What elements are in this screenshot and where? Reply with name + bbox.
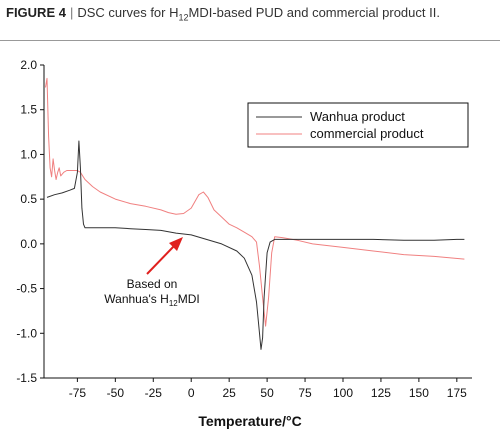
chart-ticks: 2.0 1.5 1.0 0.5 0.0 -0.5 -1.0 -1.5 -75 -50 -25 0 25 5… (16, 58, 467, 400)
y-tick-label: -1.5 (16, 371, 37, 385)
chart-legend: Wanhua product commercial product (247, 102, 469, 148)
legend-label-wanhua: Wanhua product (310, 109, 405, 124)
chart-annotation: Based on Wanhua's H12MDI (104, 237, 200, 308)
x-tick-label: 175 (447, 386, 467, 400)
x-tick-label: 0 (188, 386, 195, 400)
x-tick-label: -25 (145, 386, 163, 400)
annotation-arrow (146, 244, 176, 275)
x-tick-label: -75 (69, 386, 87, 400)
annotation-line-2: Wanhua's H12MDI (104, 292, 199, 308)
legend-box (247, 102, 469, 148)
figure-caption: FIGURE 4 | DSC curves for H12MDI-based PUD… (6, 5, 494, 29)
y-tick-label: 1.5 (20, 103, 37, 117)
x-tick-label: -50 (107, 386, 125, 400)
legend-label-commercial: commercial product (310, 126, 424, 141)
y-tick-label: 0.5 (20, 192, 37, 206)
x-tick-label: 100 (333, 386, 353, 400)
annotation-line-2-sub: 12 (169, 299, 178, 308)
chart-series-group (45, 77, 465, 350)
series-line-wanhua (46, 140, 465, 350)
x-tick-label: 50 (260, 386, 274, 400)
y-tick-label: -1.0 (16, 326, 37, 340)
figure-label: FIGURE 4 (6, 5, 66, 20)
annotation-line-2-prefix: Wanhua's H (104, 292, 169, 306)
x-tick-label: 75 (298, 386, 312, 400)
caption-text-a: DSC curves for H (77, 5, 179, 20)
caption-text-b: MDI-based PUD and commercial product II. (188, 5, 440, 20)
annotation-arrowhead (169, 237, 183, 251)
y-tick-label: -0.5 (16, 282, 37, 296)
x-tick-label: 150 (409, 386, 429, 400)
caption-separator: | (69, 5, 74, 20)
y-tick-label: 2.0 (20, 58, 37, 72)
y-tick-label: 0.0 (20, 237, 37, 251)
x-tick-label: 25 (222, 386, 236, 400)
caption-subscript: 12 (178, 12, 189, 23)
annotation-line-1: Based on (127, 277, 178, 291)
x-axis-label: Temperature/°C (198, 413, 301, 429)
caption-rule (0, 40, 500, 41)
y-tick-label: 1.0 (20, 147, 37, 161)
annotation-line-2-suffix: MDI (178, 292, 200, 306)
series-line-commercial (45, 77, 465, 327)
x-tick-label: 125 (371, 386, 391, 400)
